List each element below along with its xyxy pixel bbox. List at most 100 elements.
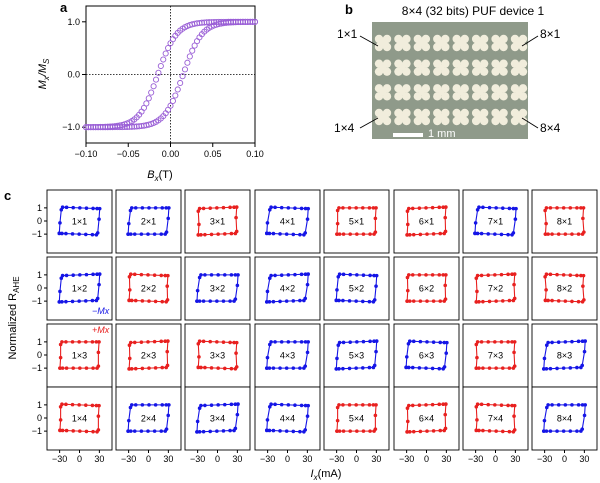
- loop-point: [372, 363, 377, 368]
- c-xtick-label: 0: [215, 454, 220, 464]
- loop-point: [542, 418, 547, 423]
- c-ytick-label: 1: [37, 270, 42, 280]
- loop-point: [140, 299, 145, 303]
- loop-point: [361, 273, 366, 277]
- device-pad-center: [496, 40, 503, 46]
- device-pad-center: [380, 40, 386, 46]
- loop-point: [477, 300, 481, 304]
- loop-point: [140, 206, 145, 210]
- a-xtick-label: 0.10: [246, 149, 264, 159]
- cell-frame: [462, 256, 529, 321]
- corner-label-1x1: 1×1: [337, 27, 358, 41]
- cell-frame: [531, 189, 598, 254]
- loop-point: [437, 366, 442, 371]
- loop-point: [548, 429, 553, 433]
- cell-label: 8×4: [557, 414, 572, 424]
- loop-point: [570, 339, 574, 344]
- loop-point: [581, 206, 586, 210]
- c-xtick-label: −30: [468, 454, 483, 464]
- loop-point: [361, 339, 366, 344]
- loop-point: [83, 232, 88, 237]
- loop-point: [197, 275, 202, 280]
- loop-point: [163, 339, 168, 343]
- loop-point: [129, 367, 134, 371]
- loop-point: [341, 403, 345, 407]
- loop-point: [417, 273, 422, 277]
- loop-point: [271, 366, 276, 370]
- loop-point: [160, 299, 165, 304]
- a-ytick-label: 1.0: [67, 17, 80, 27]
- cell-frame: [46, 323, 113, 388]
- loop-point: [417, 403, 422, 407]
- cell-2×3: 2×3: [115, 323, 182, 388]
- loop-point: [91, 429, 95, 434]
- loop-point: [209, 232, 214, 237]
- loop-point: [278, 429, 282, 433]
- cell-6×1: 6×1: [393, 189, 460, 254]
- loop-point: [64, 299, 68, 304]
- loop-point: [512, 403, 517, 408]
- c-ytick-label: 0: [37, 413, 42, 423]
- loop-point: [474, 342, 479, 347]
- loop-point: [91, 366, 95, 370]
- loop-point: [299, 340, 304, 344]
- corner-label-8x1: 8×1: [540, 27, 561, 41]
- loop-point: [77, 299, 81, 303]
- loop-point: [550, 403, 554, 407]
- loop-point: [473, 221, 478, 225]
- device-pad-center: [516, 64, 522, 71]
- loop-point: [133, 366, 138, 371]
- loop-point: [64, 340, 68, 344]
- c-xtick-label: 0: [424, 454, 429, 464]
- panel-c-xticks: −30 0 30 −30 0 30 −30 0 30 −30 0 30 −30 0 30 −30 0 30 −30 0…: [52, 450, 589, 464]
- cell-frame: [115, 189, 182, 254]
- loop-point: [78, 366, 82, 370]
- cell-8×1: 8×1: [531, 189, 598, 254]
- loop-point: [303, 364, 308, 368]
- loop-point: [221, 205, 226, 210]
- cell-label: 5×2: [349, 284, 364, 294]
- device-pad-center: [457, 40, 464, 46]
- cell-label: 1×3: [72, 351, 87, 361]
- cell-7×1: 7×1: [462, 189, 529, 254]
- loop-point: [473, 231, 477, 236]
- loop-point: [335, 288, 339, 292]
- cell-4×4: 4×4: [254, 386, 321, 451]
- loop-point: [568, 273, 573, 277]
- loop-point: [165, 363, 170, 368]
- loop-point: [298, 232, 302, 237]
- device-pad: [394, 108, 411, 126]
- loop-point: [298, 298, 302, 303]
- loop-point: [510, 272, 514, 276]
- loop-point: [475, 289, 479, 294]
- loop-point: [443, 229, 448, 234]
- loop-point: [548, 206, 553, 210]
- loop-point: [368, 339, 372, 344]
- loop-point: [575, 273, 579, 278]
- device-pad-center: [438, 114, 445, 120]
- loop-point: [222, 273, 227, 277]
- loop-point: [494, 429, 498, 433]
- loop-point: [418, 299, 423, 303]
- c-ytick-label: 0: [37, 350, 42, 360]
- loop-point: [83, 403, 88, 407]
- loop-point: [442, 340, 447, 345]
- cell-label: 4×4: [280, 414, 295, 424]
- loop-point: [507, 366, 512, 370]
- loop-point: [133, 206, 138, 210]
- loop-point: [140, 403, 145, 407]
- cell-frame: [393, 323, 460, 388]
- loop-point: [575, 206, 579, 210]
- device-pad-center: [477, 40, 484, 46]
- loop-point: [303, 206, 308, 211]
- loop-point: [153, 299, 158, 304]
- device-pad-center: [496, 114, 503, 120]
- loop-point: [139, 272, 144, 277]
- loop-point: [334, 298, 339, 303]
- loop-point: [195, 299, 199, 303]
- loop-point: [164, 206, 169, 210]
- loop-point: [368, 232, 372, 236]
- loop-point: [406, 206, 411, 211]
- device-pad-center: [496, 64, 503, 71]
